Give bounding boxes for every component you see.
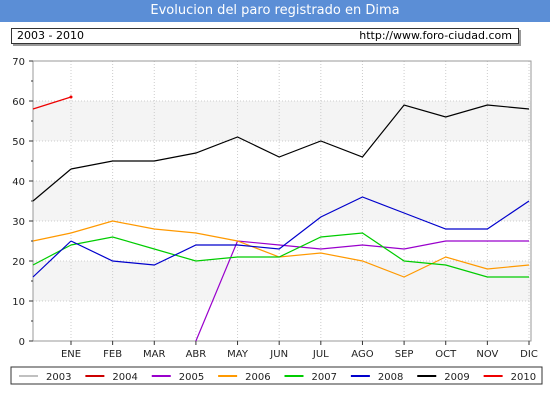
x-tick-label: JUL — [312, 349, 329, 360]
x-axis: ENE FEB MAR ABR MAY JUN JUL AGO SEP OCT NOV DIC — [61, 341, 538, 360]
y-tick-label: 10 — [12, 297, 25, 308]
series-leadin-2009 — [32, 168, 72, 202]
legend-label-2003: 2003 — [46, 372, 71, 383]
series-line-2009 — [70, 104, 530, 170]
x-tick-label: ABR — [186, 349, 207, 360]
x-tick-label: NOV — [476, 349, 498, 360]
plot-band — [33, 101, 531, 141]
source-url[interactable]: http://www.foro-ciudad.com — [359, 29, 512, 42]
series-lines — [32, 95, 530, 342]
plot-band — [33, 181, 531, 221]
legend-box — [10, 366, 543, 385]
legend-label-2010: 2010 — [511, 372, 536, 383]
plot-background — [33, 61, 531, 341]
legend-label-2004: 2004 — [112, 372, 137, 383]
y-tick-label: 40 — [12, 177, 25, 188]
series-leadin-2006 — [32, 232, 72, 242]
series-leadin-2007 — [32, 244, 72, 266]
legend: 2003 2004 2005 2006 2007 2008 2009 2010 — [10, 366, 543, 385]
info-box: 2003 - 2010 http://www.foro-ciudad.com — [11, 28, 519, 44]
x-tick-label: JUN — [269, 349, 288, 360]
series-line-2008 — [70, 196, 530, 266]
series-leadin-2010 — [32, 96, 72, 110]
series-line-2006 — [70, 220, 530, 278]
y-tick-label: 30 — [12, 217, 25, 228]
x-tick-label: MAR — [143, 349, 165, 360]
y-tick-label: 50 — [12, 137, 25, 148]
series-leadin-2008 — [32, 240, 72, 278]
x-tick-label: DIC — [520, 349, 538, 360]
y-tick-label: 0 — [19, 337, 25, 348]
series-line-2007 — [70, 232, 529, 278]
x-tick-label: OCT — [435, 349, 457, 360]
legend-label-2005: 2005 — [179, 372, 204, 383]
date-range: 2003 - 2010 — [17, 29, 84, 42]
legend-label-2006: 2006 — [245, 372, 270, 383]
chart-title: Evolucion del paro registrado en Dima — [0, 0, 550, 22]
series-line-2005 — [195, 240, 529, 342]
plot-band — [33, 261, 531, 301]
x-tick-label: AGO — [351, 349, 373, 360]
y-tick-label: 70 — [12, 57, 25, 68]
x-tick-label: FEB — [103, 349, 122, 360]
y-axis: 0 10 20 30 40 50 60 70 — [12, 57, 33, 348]
legend-label-2008: 2008 — [378, 372, 403, 383]
y-tick-label: 60 — [12, 97, 25, 108]
x-tick-label: ENE — [61, 349, 81, 360]
legend-label-2007: 2007 — [312, 372, 337, 383]
legend-label-2009: 2009 — [444, 372, 469, 383]
x-tick-label: SEP — [395, 349, 414, 360]
y-tick-label: 20 — [12, 257, 25, 268]
x-tick-label: MAY — [227, 349, 249, 360]
